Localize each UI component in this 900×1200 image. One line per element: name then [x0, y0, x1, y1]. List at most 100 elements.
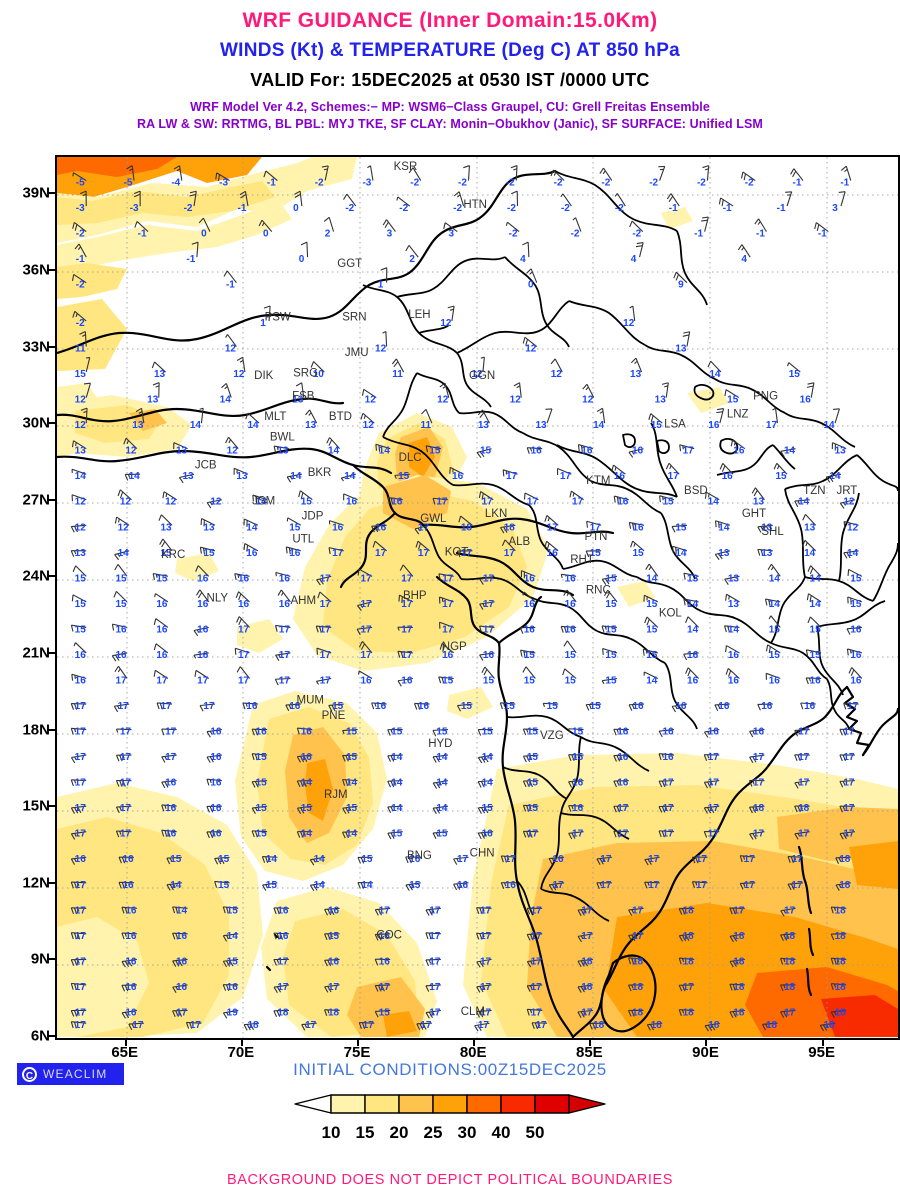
temperature-value: 12 — [365, 395, 377, 406]
temperature-value: 15 — [605, 675, 617, 686]
wind-barb — [703, 729, 720, 738]
temperature-value: 14 — [708, 497, 720, 508]
wind-barb — [658, 753, 675, 761]
wind-barb — [658, 830, 675, 838]
temperature-value: 16 — [442, 650, 454, 661]
lat-tick-mark — [47, 345, 55, 348]
wind-barb — [751, 487, 765, 501]
wind-barb — [479, 652, 495, 661]
temperature-value: 17 — [401, 599, 413, 610]
wind-barb — [425, 907, 441, 916]
temperature-value: 14 — [436, 803, 448, 814]
wind-barb — [628, 907, 644, 916]
wind-barb — [222, 958, 239, 968]
temperature-value: 16 — [524, 624, 536, 635]
temperature-value: 15 — [810, 650, 822, 661]
temperature-value: 16 — [197, 599, 209, 610]
temperature-value: 17 — [696, 880, 708, 891]
temperature-value: -1 — [818, 229, 827, 240]
temperature-value: 12 — [75, 522, 87, 533]
wind-barb — [678, 984, 695, 992]
temperature-value: 17 — [401, 624, 413, 635]
wind-barb — [718, 197, 734, 207]
wind-barb — [542, 702, 559, 707]
temperature-value: -1 — [138, 229, 147, 240]
temperature-value: 17 — [791, 854, 803, 865]
wind-barb — [659, 495, 675, 503]
wind-barb — [274, 677, 291, 686]
temperature-value: 18 — [461, 522, 473, 533]
wind-barb — [577, 444, 594, 452]
temperature-value: 17 — [600, 880, 612, 891]
temperature-value: 13 — [718, 548, 730, 559]
temperature-value: -2 — [76, 318, 85, 329]
wind-barb — [360, 412, 375, 424]
wind-barb — [298, 490, 313, 501]
temperature-value: 16 — [301, 752, 313, 763]
temperature-value: 14 — [246, 522, 258, 533]
wind-barb — [200, 518, 216, 527]
temperature-value: 17 — [429, 905, 441, 916]
wind-barb — [277, 589, 291, 603]
lat-tick-label: 21N — [22, 644, 50, 662]
temperature-value: 17 — [429, 931, 441, 942]
temperature-value: 17 — [483, 624, 495, 635]
wind-barb — [839, 780, 855, 788]
wind-barb — [340, 473, 356, 482]
temperature-value: 17 — [320, 650, 332, 661]
wind-barb — [161, 829, 177, 838]
wind-barb — [317, 591, 332, 603]
temperature-value: 16 — [850, 650, 862, 661]
temperature-value: 15 — [850, 573, 862, 584]
temperature-value: 14 — [718, 522, 730, 533]
temperature-value: 13 — [804, 522, 816, 533]
city-label: BTD — [329, 411, 352, 423]
wind-barb — [550, 358, 563, 373]
temperature-value: 15 — [480, 446, 492, 457]
city-label: DLC — [399, 452, 422, 464]
temperature-value: 16 — [804, 701, 816, 712]
wind-barb — [236, 666, 250, 679]
temperature-value: 17 — [418, 522, 430, 533]
wind-barb — [839, 831, 855, 840]
wind-barb — [589, 1022, 605, 1030]
wind-barb — [843, 521, 859, 529]
wind-barb — [825, 473, 842, 483]
temperature-value: 17 — [120, 829, 132, 840]
wind-barb — [685, 616, 700, 628]
wind-barb — [273, 932, 289, 940]
wind-barb — [273, 445, 289, 453]
wind-barb — [189, 190, 197, 207]
temperature-value: 16 — [800, 395, 812, 406]
wind-barb — [479, 575, 495, 585]
city-label: VZG — [540, 730, 564, 742]
temperature-value: 15 — [115, 573, 127, 584]
wind-barb — [673, 271, 688, 284]
temperature-value: -5 — [124, 178, 133, 189]
temperature-value: 16 — [617, 752, 629, 763]
weather-map[interactable]: -5 -5 -4 -3 -1 -2 -3 -2 -2 -2 -2 -2 -2 -2 -2 -1 -1 -3 -3 -2… — [55, 155, 900, 1040]
temperature-value: 4 — [631, 254, 637, 265]
weaclim-logo[interactable]: C WEACLIM — [17, 1063, 124, 1085]
wind-barb — [70, 958, 87, 966]
wind-barb — [568, 780, 584, 788]
wind-barb — [166, 882, 182, 891]
wind-barb — [805, 677, 822, 685]
wind-barb — [275, 571, 291, 577]
wind-barb — [275, 652, 291, 661]
wind-barb — [526, 958, 543, 968]
wind-barb — [629, 220, 644, 233]
wind-barb — [526, 984, 543, 992]
wind-barb — [787, 882, 804, 891]
wind-barb — [846, 648, 863, 656]
wind-barb — [839, 754, 855, 762]
wind-barb — [613, 495, 629, 504]
temperature-value: -2 — [345, 203, 354, 214]
wind-barb — [367, 165, 374, 181]
wind-barb — [438, 676, 454, 684]
wind-barb — [71, 594, 87, 603]
wind-barb — [520, 649, 536, 658]
temperature-value: 15 — [391, 727, 403, 738]
wind-barb — [765, 644, 781, 654]
wind-barb — [838, 191, 846, 207]
